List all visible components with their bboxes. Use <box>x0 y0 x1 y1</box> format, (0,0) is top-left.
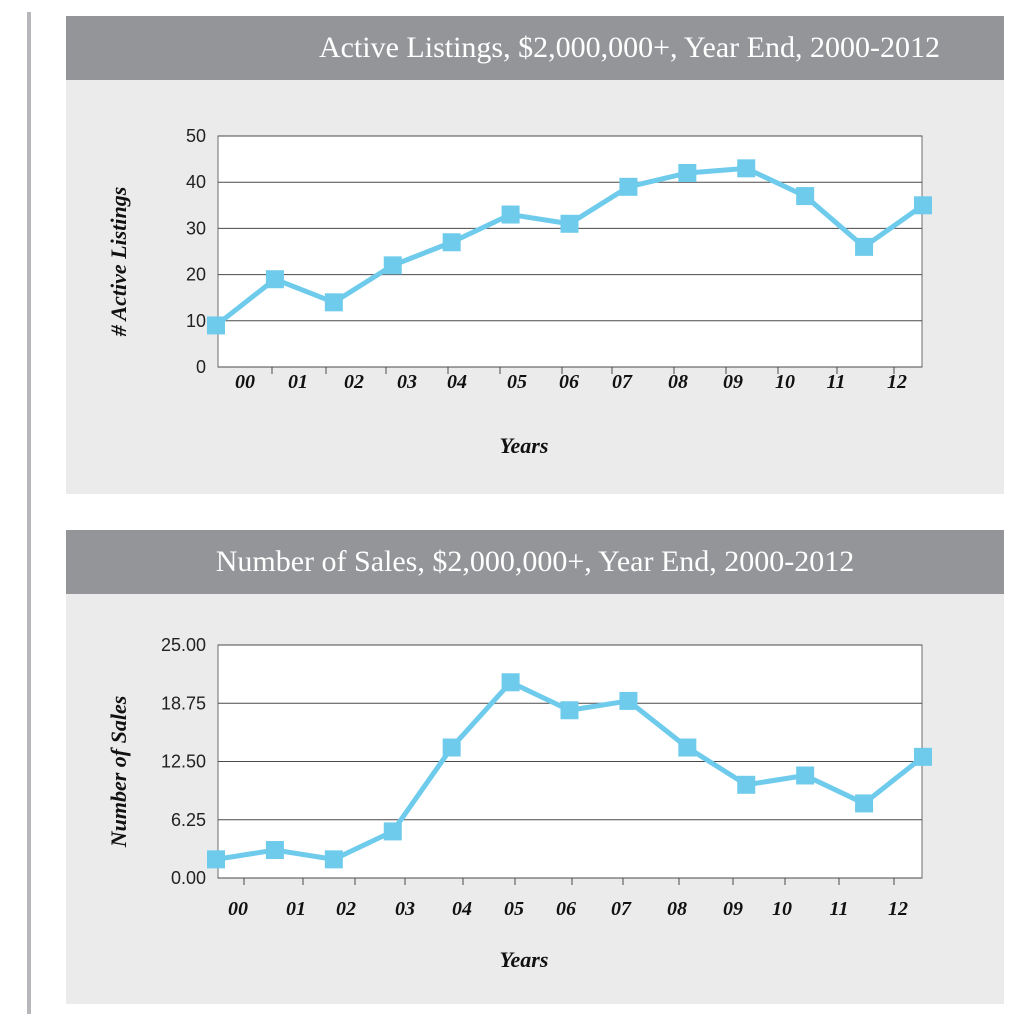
data-point-marker <box>265 270 284 289</box>
data-point-marker <box>324 293 343 312</box>
x-tick-label: 01 <box>286 898 306 920</box>
data-point-marker <box>442 738 461 757</box>
x-tick-label: 09 <box>723 371 743 393</box>
x-tick-label: 02 <box>336 898 356 920</box>
x-tick-label: 06 <box>556 898 576 920</box>
data-point-marker <box>678 163 697 182</box>
x-axis-title: Years <box>500 433 549 458</box>
x-tick-label: 12 <box>888 898 908 920</box>
y-axis-title: # Active Listings <box>106 187 131 338</box>
data-point-marker <box>501 205 520 224</box>
data-point-marker <box>383 822 402 841</box>
y-tick-label: 25.00 <box>161 635 206 655</box>
y-tick-label: 40 <box>186 172 206 192</box>
y-tick-label: 0 <box>196 357 206 377</box>
x-tick-label: 09 <box>723 898 743 920</box>
x-tick-label: 00 <box>235 371 255 393</box>
x-tick-label: 10 <box>775 371 795 393</box>
y-tick-label: 6.25 <box>171 810 206 830</box>
y-tick-label: 18.75 <box>161 693 206 713</box>
data-point-marker <box>560 701 579 720</box>
data-point-marker <box>560 214 579 233</box>
x-tick-label: 06 <box>559 371 579 393</box>
x-tick-label: 00 <box>228 898 248 920</box>
data-point-marker <box>678 738 697 757</box>
x-tick-label: 04 <box>452 898 472 920</box>
y-tick-label: 10 <box>186 311 206 331</box>
data-point-marker <box>796 766 815 785</box>
data-point-marker <box>501 673 520 692</box>
data-point-marker <box>442 233 461 252</box>
x-tick-label: 11 <box>827 371 846 393</box>
active-listings-panel: Active Listings, $2,000,000+, Year End, … <box>66 16 1004 494</box>
x-tick-label: 02 <box>344 371 364 393</box>
y-axis-title: Number of Sales <box>106 696 131 849</box>
data-point-marker <box>207 850 225 869</box>
x-tick-label: 08 <box>667 898 687 920</box>
x-tick-label: 04 <box>447 371 467 393</box>
number-of-sales-chart: 0.00 6.25 12.50 18.75 25.00 00 01 02 03 04 05 06 07 0… <box>106 635 932 972</box>
number-of-sales-title: Number of Sales, $2,000,000+, Year End, … <box>66 530 1004 594</box>
x-tick-label: 01 <box>288 371 308 393</box>
x-tick-label: 08 <box>668 371 688 393</box>
left-margin-rule <box>27 12 31 1014</box>
x-tick-label: 10 <box>772 898 792 920</box>
x-tick-label: 03 <box>397 371 417 393</box>
active-listings-chart: 0 10 20 30 40 50 00 01 02 03 04 05 06 07 08 09 10 11 12 Yea… <box>106 126 932 458</box>
data-point-marker <box>383 256 402 275</box>
data-point-marker <box>914 747 932 766</box>
x-tick-label: 07 <box>612 371 633 393</box>
x-tick-label: 03 <box>395 898 415 920</box>
y-tick-label: 20 <box>186 265 206 285</box>
active-listings-title: Active Listings, $2,000,000+, Year End, … <box>66 16 1004 80</box>
data-point-marker <box>207 316 225 335</box>
y-tick-label: 50 <box>186 126 206 146</box>
data-point-marker <box>324 850 343 869</box>
data-point-marker <box>796 187 815 206</box>
data-point-marker <box>619 691 638 710</box>
y-tick-label: 12.50 <box>161 752 206 772</box>
data-point-marker <box>737 775 756 794</box>
x-tick-label: 05 <box>504 898 524 920</box>
x-tick-label: 12 <box>887 371 907 393</box>
data-point-marker <box>855 794 874 813</box>
data-point-marker <box>619 177 638 196</box>
y-tick-label: 30 <box>186 218 206 238</box>
x-tick-label: 11 <box>830 898 849 920</box>
plot-area <box>217 135 923 368</box>
data-point-marker <box>265 841 284 860</box>
data-point-marker <box>914 196 932 215</box>
number-of-sales-panel: Number of Sales, $2,000,000+, Year End, … <box>66 530 1004 1004</box>
x-tick-label: 05 <box>507 371 527 393</box>
data-point-marker <box>855 237 874 256</box>
y-tick-label: 0.00 <box>171 868 206 888</box>
data-point-marker <box>737 159 756 178</box>
x-tick-label: 07 <box>611 898 632 920</box>
x-axis-title: Years <box>500 947 549 972</box>
